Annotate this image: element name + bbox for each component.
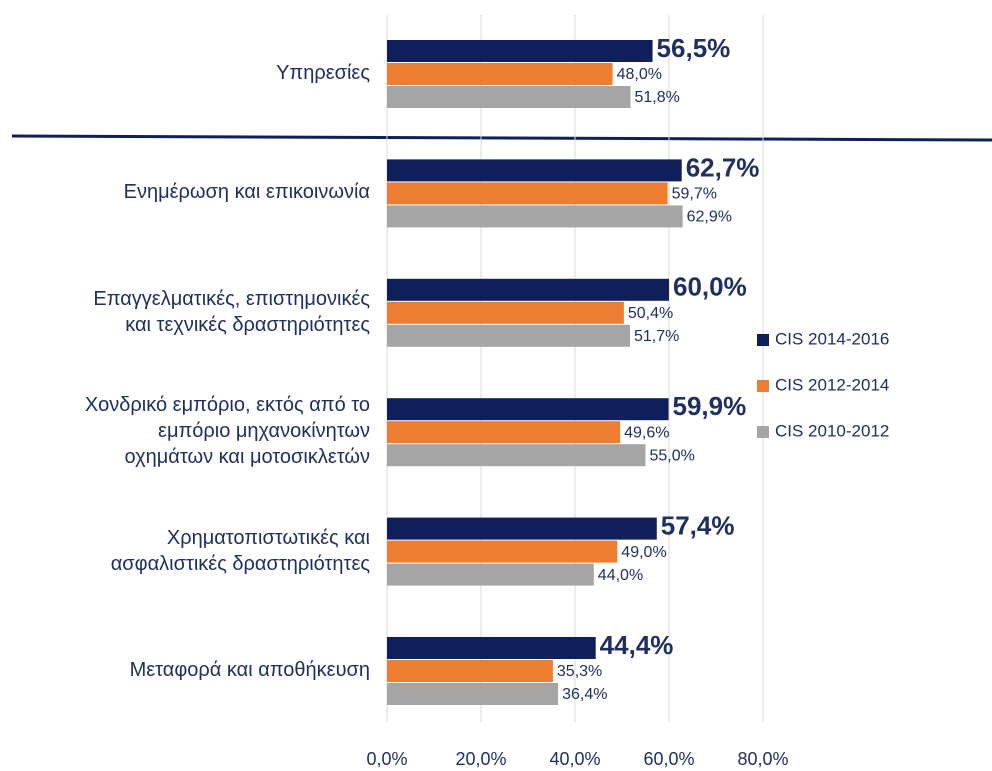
bar xyxy=(387,324,630,347)
bar xyxy=(387,421,621,444)
data-label: 48,0% xyxy=(617,66,662,83)
bar xyxy=(387,517,657,540)
data-label: 55,0% xyxy=(650,447,695,464)
data-label: 36,4% xyxy=(562,686,607,703)
bar xyxy=(387,159,682,182)
x-tick-label: 80,0% xyxy=(737,749,788,769)
x-tick-label: 20,0% xyxy=(455,749,506,769)
legend-label: CIS 2014-2016 xyxy=(775,329,889,348)
legend-label: CIS 2010-2012 xyxy=(775,421,889,440)
bar xyxy=(387,683,559,705)
bar xyxy=(387,40,653,62)
bar xyxy=(387,540,618,563)
bar xyxy=(387,660,553,682)
legend-swatch xyxy=(757,426,769,438)
bar xyxy=(387,205,683,228)
category-label: Μεταφορά και αποθήκευση xyxy=(129,659,370,681)
category-label: Επαγγελματικές, επιστημονικές και τεχνικ… xyxy=(93,287,370,336)
bar xyxy=(387,563,594,586)
category-label: Χονδρικό εμπόριο, εκτός από το εμπόριο μ… xyxy=(84,394,370,469)
data-label: 49,6% xyxy=(624,424,669,441)
legend-label: CIS 2012-2014 xyxy=(775,375,889,394)
category-label: Χρηματοπιστωτικές και ασφαλιστικές δραστ… xyxy=(110,526,370,575)
data-label: 50,4% xyxy=(628,305,673,322)
legend-swatch xyxy=(757,334,769,346)
bar xyxy=(387,278,669,301)
bar xyxy=(387,63,613,85)
data-label: 44,0% xyxy=(598,567,643,584)
separator xyxy=(11,134,992,142)
x-tick-label: 60,0% xyxy=(643,749,694,769)
category-label: Ενημέρωση και επικοινωνία xyxy=(123,181,370,204)
data-label: 49,0% xyxy=(621,544,666,561)
data-label: 57,4% xyxy=(661,510,735,540)
legend-swatch xyxy=(757,380,769,392)
bar xyxy=(387,301,624,324)
x-tick-label: 0,0% xyxy=(366,749,407,769)
data-label: 62,9% xyxy=(687,209,732,226)
data-label: 56,5% xyxy=(657,33,731,63)
bar xyxy=(387,637,596,659)
bar xyxy=(387,182,668,205)
data-label: 60,0% xyxy=(673,272,747,302)
bar xyxy=(387,86,631,108)
data-label: 44,4% xyxy=(600,630,674,660)
data-label: 35,3% xyxy=(557,663,602,680)
x-tick-label: 40,0% xyxy=(549,749,600,769)
data-label: 51,8% xyxy=(634,89,679,106)
data-label: 59,9% xyxy=(673,391,747,421)
bar xyxy=(387,444,646,467)
data-label: 59,7% xyxy=(672,186,717,203)
data-label: 62,7% xyxy=(686,152,760,182)
bar xyxy=(387,398,669,421)
data-label: 51,7% xyxy=(634,328,679,345)
category-label: Υπηρεσίες xyxy=(276,62,370,84)
